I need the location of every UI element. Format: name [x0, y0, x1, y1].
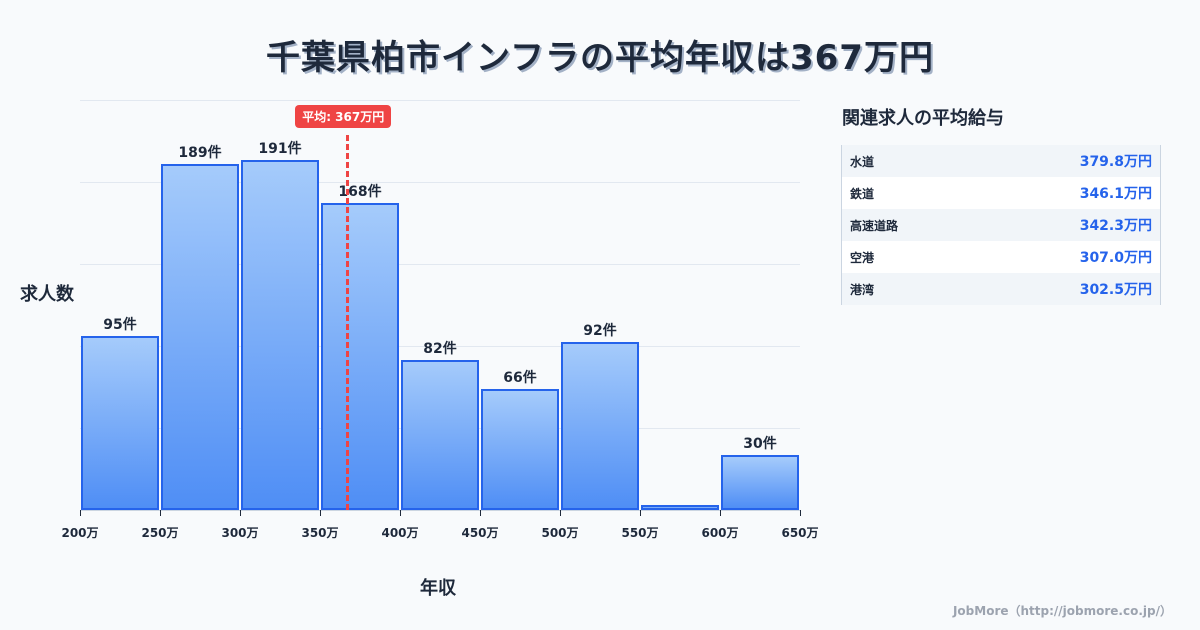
- table-row: 港湾 302.5万円: [842, 273, 1160, 305]
- average-badge: 平均: 367万円: [295, 105, 392, 128]
- bar-value-label: 95件: [103, 317, 137, 334]
- bar-value-label: 82件: [423, 340, 457, 357]
- x-tick: [240, 510, 241, 516]
- x-tick-label: 350万: [301, 526, 339, 540]
- x-tick-label: 650万: [781, 526, 819, 540]
- average-salary: 342.3万円: [1079, 218, 1152, 234]
- histogram-bar: [321, 202, 399, 510]
- x-tick: [800, 510, 801, 516]
- x-tick-label: 250万: [141, 526, 179, 540]
- x-tick-label: 500万: [541, 526, 579, 540]
- histogram-bar: [241, 160, 319, 510]
- related-salaries-table: 水道 379.8万円 鉄道 346.1万円 高速道路 342.3万円 空港 30…: [841, 145, 1161, 305]
- x-tick: [400, 510, 401, 516]
- job-category: 空港: [850, 250, 875, 265]
- x-tick: [560, 510, 561, 516]
- x-tick-label: 550万: [621, 526, 659, 540]
- x-tick-label: 400万: [381, 526, 419, 540]
- gridline: [80, 264, 800, 265]
- histogram-bar: [481, 389, 559, 510]
- table-row: 鉄道 346.1万円: [842, 177, 1160, 209]
- gridline: [80, 100, 800, 101]
- x-tick-label: 200万: [61, 526, 99, 540]
- page-title: 千葉県柏市インフラの平均年収は367万円: [266, 38, 934, 78]
- x-tick: [720, 510, 721, 516]
- histogram-bar: [81, 336, 159, 510]
- histogram-bar: [721, 455, 799, 510]
- histogram-plot: 95件 189件 191件 168件 82件 66件 92件 30件 平均: 367万円: [80, 100, 800, 510]
- histogram-bar: [161, 164, 239, 510]
- average-salary: 302.5万円: [1079, 282, 1152, 298]
- bar-value-label: 92件: [583, 322, 617, 339]
- histogram-bar: [401, 359, 479, 510]
- x-axis-line: [80, 510, 800, 511]
- average-salary: 346.1万円: [1079, 186, 1152, 202]
- histogram-bar: [641, 504, 719, 510]
- related-salaries-title: 関連求人の平均給与: [842, 108, 1004, 129]
- bar-value-label: 191件: [258, 141, 302, 158]
- x-tick-label: 600万: [701, 526, 739, 540]
- x-tick: [320, 510, 321, 516]
- bar-value-label: 66件: [503, 370, 537, 387]
- table-row: 高速道路 342.3万円: [842, 209, 1160, 241]
- gridline: [80, 346, 800, 347]
- histogram-bar: [561, 341, 639, 510]
- job-category: 水道: [850, 154, 875, 169]
- bar-value-label: 168件: [338, 183, 382, 200]
- x-tick: [80, 510, 81, 516]
- job-category: 高速道路: [850, 218, 899, 233]
- x-axis-label: 年収: [420, 578, 456, 599]
- bar-value-label: 30件: [743, 436, 777, 453]
- table-row: 空港 307.0万円: [842, 241, 1160, 273]
- x-tick-label: 450万: [461, 526, 499, 540]
- average-salary: 379.8万円: [1079, 154, 1152, 170]
- x-tick-label: 300万: [221, 526, 259, 540]
- average-line: [345, 135, 349, 510]
- gridline: [80, 182, 800, 183]
- job-category: 鉄道: [850, 186, 875, 201]
- x-tick: [480, 510, 481, 516]
- bar-value-label: 189件: [178, 145, 222, 162]
- table-row: 水道 379.8万円: [842, 145, 1160, 177]
- footer-credit: JobMore（http://jobmore.co.jp/）: [952, 604, 1172, 618]
- x-tick: [640, 510, 641, 516]
- y-axis-label: 求人数: [20, 284, 74, 305]
- x-tick: [160, 510, 161, 516]
- job-category: 港湾: [850, 282, 875, 297]
- average-salary: 307.0万円: [1079, 250, 1152, 266]
